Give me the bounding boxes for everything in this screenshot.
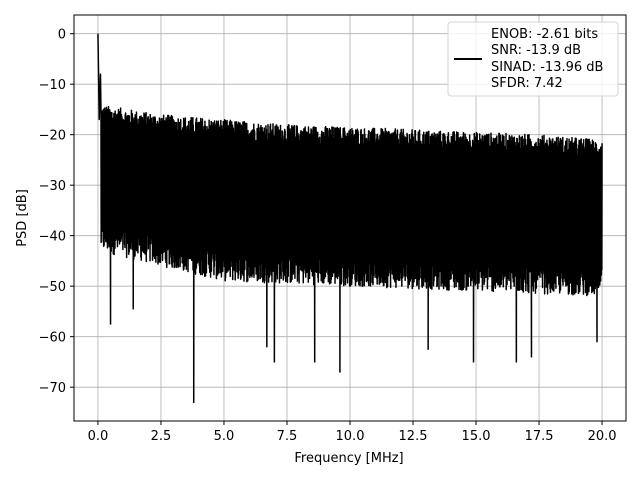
- y-tick-label: −30: [39, 179, 66, 194]
- x-tick-label: 15.0: [462, 429, 491, 444]
- x-ticks: 0.0 2.5 5.0 7.5 10.0 12.5 15.0 17.5 20.0: [88, 421, 617, 444]
- x-tick-label: 20.0: [588, 429, 617, 444]
- y-tick-label: −70: [39, 381, 66, 396]
- legend-sfdr: SFDR: 7.42: [491, 76, 563, 91]
- y-tick-label: −50: [39, 280, 66, 295]
- x-axis-label: Frequency [MHz]: [294, 451, 403, 466]
- legend-snr: SNR: -13.9 dB: [491, 43, 581, 58]
- x-tick-label: 7.5: [277, 429, 298, 444]
- x-tick-label: 5.0: [214, 429, 235, 444]
- x-tick-label: 17.5: [525, 429, 554, 444]
- y-ticks: 0 −10 −20 −30 −40 −50 −60 −70: [39, 28, 74, 396]
- series-layer: [97, 33, 603, 404]
- psd-series-line: [97, 33, 603, 404]
- y-tick-label: 0: [58, 28, 66, 43]
- x-tick-label: 0.0: [88, 429, 109, 444]
- legend-sinad: SINAD: -13.96 dB: [491, 60, 603, 75]
- y-tick-label: −20: [39, 129, 66, 144]
- x-tick-label: 12.5: [399, 429, 428, 444]
- legend-box: [447, 21, 619, 97]
- y-tick-label: −40: [39, 230, 66, 245]
- y-tick-label: −10: [39, 78, 66, 93]
- y-tick-label: −60: [39, 331, 66, 346]
- y-axis-label: PSD [dB]: [15, 189, 30, 247]
- legend: ENOB: -2.61 bits SNR: -13.9 dB SINAD: -1…: [447, 21, 619, 97]
- legend-enob: ENOB: -2.61 bits: [491, 27, 598, 42]
- x-tick-label: 10.0: [336, 429, 365, 444]
- x-tick-label: 2.5: [151, 429, 172, 444]
